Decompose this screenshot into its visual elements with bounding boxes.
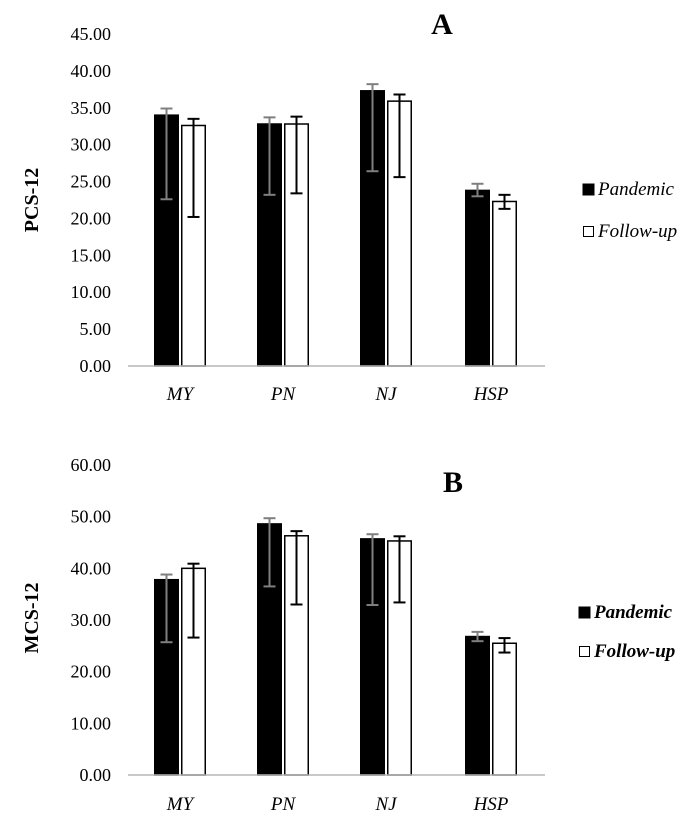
a-y-tick-label: 25.00	[71, 172, 112, 192]
a-y-tick-label: 30.00	[71, 135, 112, 155]
a-y-tick-label: 40.00	[71, 61, 112, 81]
a-category-label: MY	[166, 384, 196, 405]
bar-follow-up-hsp	[492, 642, 517, 776]
b-y-tick-label: 30.00	[71, 610, 112, 630]
bar-follow-up-hsp	[492, 200, 517, 367]
error-bar-pandemic-hsp	[471, 182, 484, 198]
b-category-label: PN	[270, 794, 297, 815]
b-legend-swatch-pandemic	[578, 606, 591, 619]
panel-a-category-labels: MY PN NJ HSP	[166, 384, 509, 405]
a-y-tick-label: 15.00	[71, 245, 112, 265]
b-category-label: MY	[166, 794, 196, 815]
panel-a-legend: Pandemic Follow-up	[582, 179, 677, 242]
panel-b: 0.00 10.00 20.00 30.00 40.00 50.00 60.00…	[21, 455, 675, 815]
error-bar-pandemic-my	[160, 573, 173, 644]
error-bar-pandemic-pn	[263, 116, 276, 196]
a-legend-label-pandemic: Pandemic	[597, 179, 675, 200]
a-y-tick-label: 45.00	[71, 24, 112, 44]
error-bar-pandemic-nj	[366, 83, 379, 173]
a-y-tick-label: 20.00	[71, 208, 112, 228]
error-bar-follow-up-pn	[290, 530, 303, 606]
error-bar-pandemic-hsp	[471, 630, 484, 643]
b-y-tick-label: 50.00	[71, 507, 112, 527]
b-legend-swatch-follow-up	[579, 646, 590, 657]
panel-b-bars	[154, 517, 517, 776]
error-bar-follow-up-my	[187, 562, 200, 639]
a-y-tick-label: 35.00	[71, 98, 112, 118]
b-y-tick-label: 0.00	[80, 765, 112, 785]
bar-pandemic-hsp	[465, 189, 490, 367]
panel-b-y-tick-labels: 0.00 10.00 20.00 30.00 40.00 50.00 60.00	[71, 455, 112, 785]
a-legend-label-follow-up: Follow-up	[597, 221, 677, 242]
b-y-tick-label: 10.00	[71, 713, 112, 733]
b-category-label: HSP	[473, 794, 509, 815]
panel-b-legend: Pandemic Follow-up	[578, 602, 675, 662]
panel-b-title: B	[443, 466, 463, 499]
b-y-tick-label: 60.00	[71, 455, 112, 475]
a-y-tick-label: 10.00	[71, 282, 112, 302]
error-bar-follow-up-hsp	[498, 193, 511, 210]
a-legend-swatch-follow-up	[583, 226, 594, 237]
error-bar-pandemic-my	[160, 107, 173, 201]
b-y-tick-label: 40.00	[71, 558, 112, 578]
a-y-tick-label: 5.00	[80, 319, 112, 339]
panel-a: 0.00 5.00 10.00 15.00 20.00 25.00 30.00 …	[21, 8, 677, 405]
a-category-label: PN	[270, 384, 297, 405]
a-legend-swatch-pandemic	[582, 183, 595, 196]
b-y-tick-label: 20.00	[71, 662, 112, 682]
b-legend-label-follow-up: Follow-up	[593, 641, 675, 662]
a-y-tick-label: 0.00	[80, 356, 112, 376]
error-bar-follow-up-my	[187, 117, 200, 218]
panel-a-y-tick-labels: 0.00 5.00 10.00 15.00 20.00 25.00 30.00 …	[71, 24, 112, 376]
panel-a-y-axis-label: PCS-12	[21, 168, 43, 232]
error-bar-follow-up-nj	[393, 93, 406, 179]
a-category-label: HSP	[473, 384, 509, 405]
error-bar-pandemic-pn	[263, 517, 276, 588]
bar-pandemic-hsp	[465, 635, 490, 776]
b-category-label: NJ	[374, 794, 398, 815]
b-legend-label-pandemic: Pandemic	[593, 602, 673, 623]
panel-b-y-axis-label: MCS-12	[21, 582, 43, 653]
panel-b-category-labels: MY PN NJ HSP	[166, 794, 509, 815]
error-bar-follow-up-nj	[393, 535, 406, 604]
error-bar-follow-up-hsp	[498, 637, 511, 654]
panel-a-bars	[154, 83, 517, 367]
a-category-label: NJ	[374, 384, 398, 405]
panel-a-title: A	[431, 8, 453, 41]
error-bar-pandemic-nj	[366, 533, 379, 607]
error-bar-follow-up-pn	[290, 115, 303, 195]
